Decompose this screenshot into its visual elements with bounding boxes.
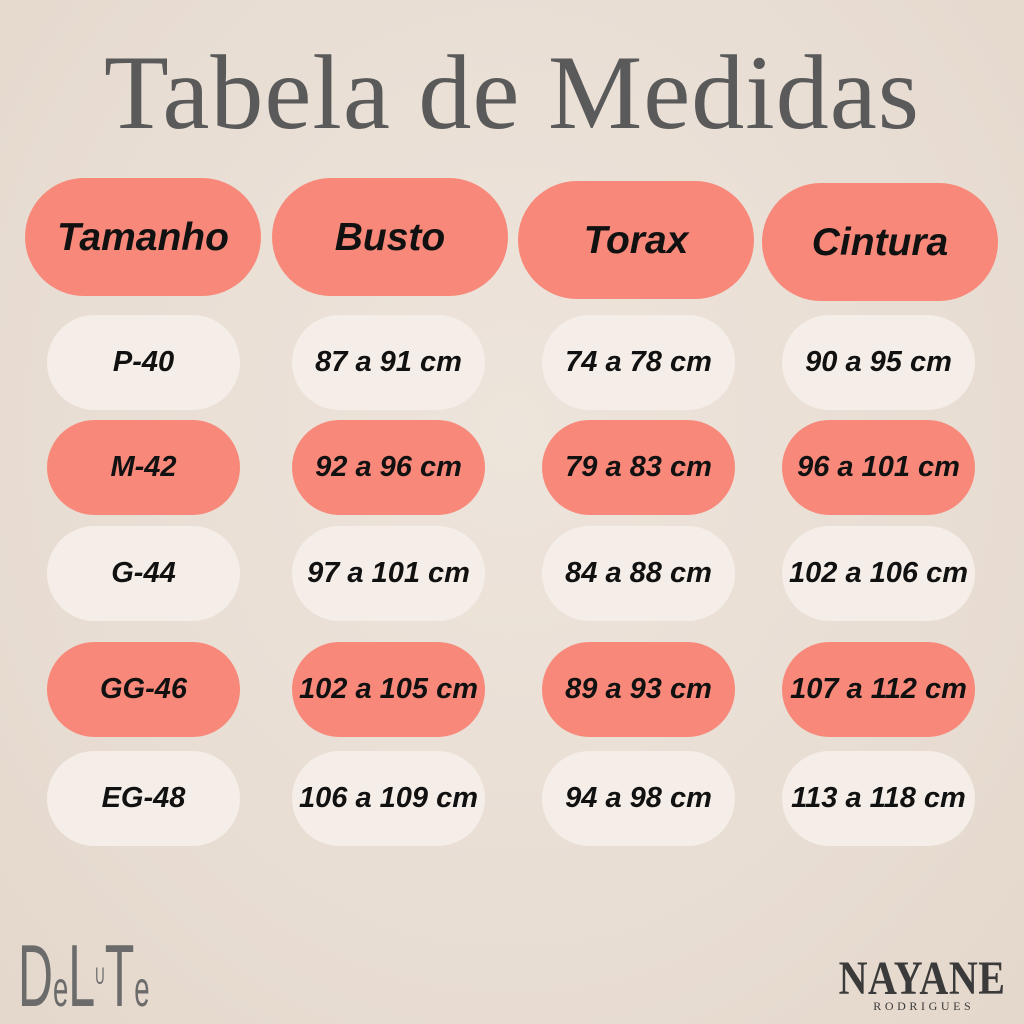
thorax-column-header: Torax [518,181,754,299]
waist-cell: 90 a 95 cm [782,315,975,410]
bust-cell: 97 a 101 cm [292,526,485,621]
logo-right-subtitle: RODRIGUES [873,999,975,1013]
size-cell: M-42 [47,420,240,515]
table-row: EG-48 106 a 109 cm 94 a 98 cm 113 a 118 … [0,751,1024,846]
thorax-cell: 74 a 78 cm [542,315,735,410]
thorax-cell: 89 a 93 cm [542,642,735,737]
table-row: P-40 87 a 91 cm 74 a 78 cm 90 a 95 cm [0,315,1024,410]
bust-cell: 87 a 91 cm [292,315,485,410]
size-column-header: Tamanho [25,178,261,296]
table-row: GG-46 102 a 105 cm 89 a 93 cm 107 a 112 … [0,642,1024,737]
table-row: G-44 97 a 101 cm 84 a 88 cm 102 a 106 cm [0,526,1024,621]
logo-right-name: NAYANE [838,950,1006,1005]
waist-cell: 96 a 101 cm [782,420,975,515]
table-row: M-42 92 a 96 cm 79 a 83 cm 96 a 101 cm [0,420,1024,515]
thorax-cell: 84 a 88 cm [542,526,735,621]
waist-cell: 107 a 112 cm [782,642,975,737]
size-cell: EG-48 [47,751,240,846]
size-cell: G-44 [47,526,240,621]
page-title: Tabela de Medidas [103,34,921,151]
table-header-row: Tamanho Busto Torax Cintura [0,178,1024,302]
thorax-cell: 79 a 83 cm [542,420,735,515]
logo-left-part: Te [104,926,150,1024]
waist-column-header: Cintura [762,183,998,301]
waist-cell: 102 a 106 cm [782,526,975,621]
waist-cell: 113 a 118 cm [782,751,975,846]
thorax-cell: 94 a 98 cm [542,751,735,846]
bust-cell: 106 a 109 cm [292,751,485,846]
delute-logo: DeLUTe [18,926,150,1024]
bust-cell: 102 a 105 cm [292,642,485,737]
nayane-rodrigues-logo: NAYANE RODRIGUES [832,954,1012,1013]
bust-cell: 92 a 96 cm [292,420,485,515]
logo-left-part: U [95,963,105,990]
size-cell: P-40 [47,315,240,410]
size-cell: GG-46 [47,642,240,737]
logo-left-part: De [18,926,69,1024]
logo-left-part: L [68,926,96,1024]
bust-column-header: Busto [272,178,508,296]
